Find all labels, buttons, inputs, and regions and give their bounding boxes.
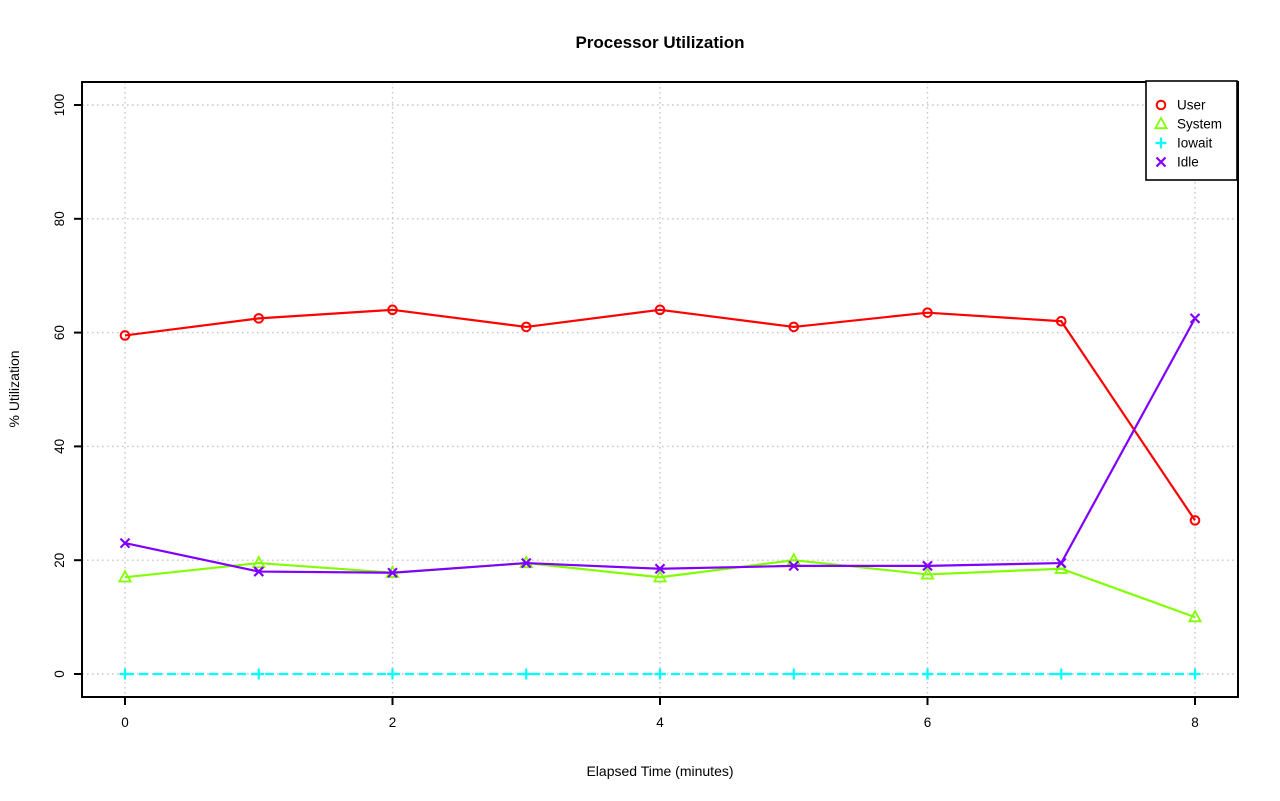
x-tick-label: 4: [656, 715, 664, 730]
legend-label-idle: Idle: [1177, 155, 1199, 170]
marker-plus: [387, 668, 398, 680]
series-line-system: [124, 559, 1196, 619]
legend-label-iowait: Iowait: [1177, 136, 1213, 151]
x-axis-label: Elapsed Time (minutes): [586, 763, 734, 779]
marker-triangle: [117, 569, 133, 583]
marker-circle: [1189, 515, 1201, 526]
x-tick-label: 0: [121, 715, 129, 730]
marker-plus: [654, 668, 666, 680]
marker-circle: [387, 304, 398, 316]
x-tick-label: 2: [389, 715, 397, 730]
x-tick-label: 6: [924, 715, 932, 730]
series-line-user: [124, 308, 1196, 521]
y-tick-label: 40: [52, 439, 67, 454]
marker-triangle: [1153, 116, 1169, 130]
marker-x: [922, 560, 933, 572]
legend-label-user: User: [1177, 98, 1206, 113]
marker-x: [1155, 156, 1167, 168]
plot-frame: [81, 81, 1239, 698]
x-tick-label: 8: [1191, 715, 1199, 730]
marker-circle: [788, 321, 800, 333]
y-tick-label: 0: [52, 670, 67, 678]
y-tick-label: 20: [52, 553, 67, 568]
marker-triangle: [920, 566, 935, 580]
marker-circle: [119, 330, 131, 341]
y-tick-label: 60: [52, 325, 67, 340]
marker-plus: [1189, 668, 1201, 680]
marker-plus: [922, 668, 933, 680]
marker-plus: [1055, 668, 1067, 680]
y-tick-label: 100: [52, 94, 67, 117]
marker-circle: [520, 321, 532, 333]
marker-triangle: [1187, 609, 1203, 623]
marker-plus: [1155, 137, 1167, 149]
marker-plus: [520, 668, 532, 680]
marker-circle: [1155, 99, 1167, 111]
marker-circle: [253, 313, 265, 324]
marker-x: [654, 563, 666, 575]
marker-circle: [922, 307, 933, 318]
marker-plus: [788, 668, 800, 680]
marker-triangle: [652, 569, 668, 583]
marker-plus: [253, 668, 265, 680]
marker-x: [788, 560, 800, 572]
marker-x: [1189, 313, 1201, 324]
marker-x: [387, 567, 398, 578]
marker-x: [253, 566, 265, 577]
series-line-idle: [124, 317, 1196, 574]
marker-x: [520, 557, 532, 569]
chart-title: Processor Utilization: [575, 33, 745, 52]
marker-triangle: [1054, 560, 1069, 574]
marker-triangle: [251, 555, 266, 569]
marker-circle: [654, 304, 666, 316]
marker-x: [1055, 557, 1067, 569]
marker-circle: [1055, 315, 1067, 327]
marker-x: [119, 537, 131, 549]
marker-plus: [119, 668, 131, 680]
legend-label-system: System: [1177, 117, 1222, 132]
y-tick-label: 80: [52, 211, 67, 226]
